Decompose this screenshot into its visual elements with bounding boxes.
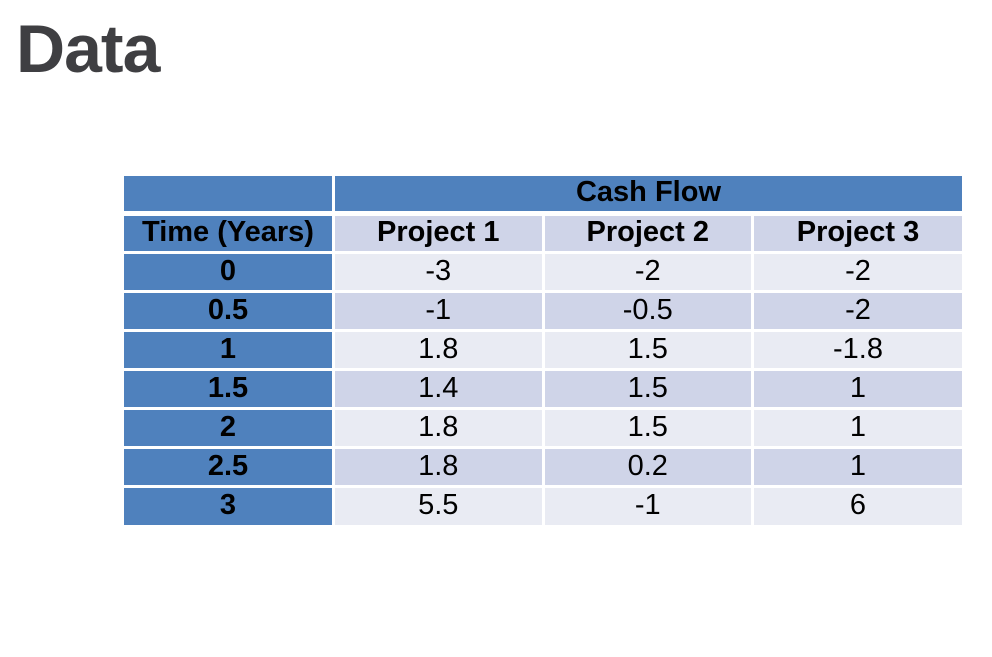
table-row: 0 -3 -2 -2 <box>124 250 962 293</box>
value-cell: 1.8 <box>332 328 545 371</box>
cash-flow-table: Cash Flow Time (Years) Project 1 Project… <box>124 176 962 525</box>
time-cell: 0.5 <box>124 289 335 332</box>
value-cell: -1.8 <box>751 328 962 371</box>
project-2-header: Project 2 <box>541 211 754 254</box>
value-cell: 6 <box>751 484 962 525</box>
time-cell: 3 <box>124 484 335 525</box>
value-cell: 1.4 <box>332 367 545 410</box>
value-cell: 1 <box>751 445 962 488</box>
table-row: 2 1.8 1.5 1 <box>124 406 962 449</box>
value-cell: 1 <box>751 367 962 410</box>
page-title: Data <box>16 11 160 87</box>
value-cell: 1.5 <box>541 406 754 449</box>
value-cell: 5.5 <box>332 484 545 525</box>
table-row: 3 5.5 -1 6 <box>124 484 962 525</box>
table-row: 0.5 -1 -0.5 -2 <box>124 289 962 332</box>
project-3-header: Project 3 <box>751 211 962 254</box>
table-row: 1.5 1.4 1.5 1 <box>124 367 962 410</box>
table-row: 2.5 1.8 0.2 1 <box>124 445 962 488</box>
value-cell: -2 <box>541 250 754 293</box>
time-cell: 1 <box>124 328 335 371</box>
corner-cell <box>124 176 335 216</box>
value-cell: -1 <box>332 289 545 332</box>
cash-flow-header: Cash Flow <box>332 176 962 216</box>
value-cell: 1.8 <box>332 445 545 488</box>
value-cell: 0.2 <box>541 445 754 488</box>
column-header-row: Time (Years) Project 1 Project 2 Project… <box>124 211 962 254</box>
value-cell: -2 <box>751 250 962 293</box>
time-cell: 2 <box>124 406 335 449</box>
value-cell: 1.5 <box>541 328 754 371</box>
time-cell: 1.5 <box>124 367 335 410</box>
value-cell: 1 <box>751 406 962 449</box>
project-1-header: Project 1 <box>332 211 545 254</box>
table-header-row: Cash Flow <box>124 176 962 216</box>
time-cell: 2.5 <box>124 445 335 488</box>
value-cell: -1 <box>541 484 754 525</box>
table-row: 1 1.8 1.5 -1.8 <box>124 328 962 371</box>
value-cell: 1.8 <box>332 406 545 449</box>
value-cell: -2 <box>751 289 962 332</box>
value-cell: 1.5 <box>541 367 754 410</box>
value-cell: -0.5 <box>541 289 754 332</box>
time-years-header: Time (Years) <box>124 211 335 254</box>
value-cell: -3 <box>332 250 545 293</box>
time-cell: 0 <box>124 250 335 293</box>
